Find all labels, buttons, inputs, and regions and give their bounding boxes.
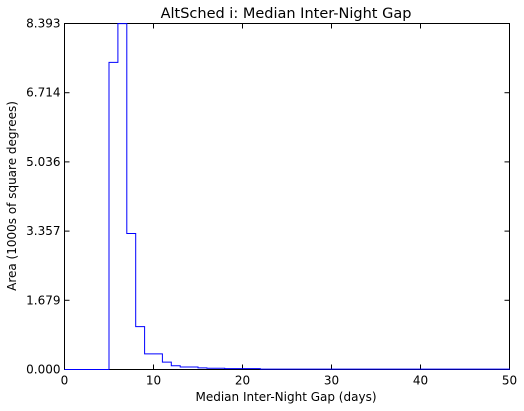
x-tick-label: 40	[413, 374, 428, 388]
y-tick-label: 6.714	[26, 86, 60, 100]
y-axis: 0.000 1.679 3.357 5.036 6.714 8.393	[26, 17, 510, 377]
y-tick-label: 8.393	[26, 17, 60, 31]
x-tick-label: 10	[146, 374, 161, 388]
x-tick-label: 30	[324, 374, 339, 388]
y-tick-label: 3.357	[26, 224, 60, 238]
x-axis-label: Median Inter-Night Gap (days)	[195, 390, 376, 404]
y-axis-label: Area (1000s of square degrees)	[5, 101, 19, 291]
y-tick-label: 5.036	[26, 155, 60, 169]
y-tick-label: 0.000	[26, 363, 60, 377]
x-tick-label: 0	[61, 374, 69, 388]
x-tick-label: 20	[235, 374, 250, 388]
x-tick-label: 50	[502, 374, 517, 388]
histogram-step-line	[64, 23, 510, 370]
y-tick-label: 1.679	[26, 293, 60, 307]
chart-title: AltSched i: Median Inter-Night Gap	[161, 6, 412, 22]
x-axis: 0 10 20 30 40 50	[61, 23, 517, 388]
plot-frame	[64, 23, 510, 370]
